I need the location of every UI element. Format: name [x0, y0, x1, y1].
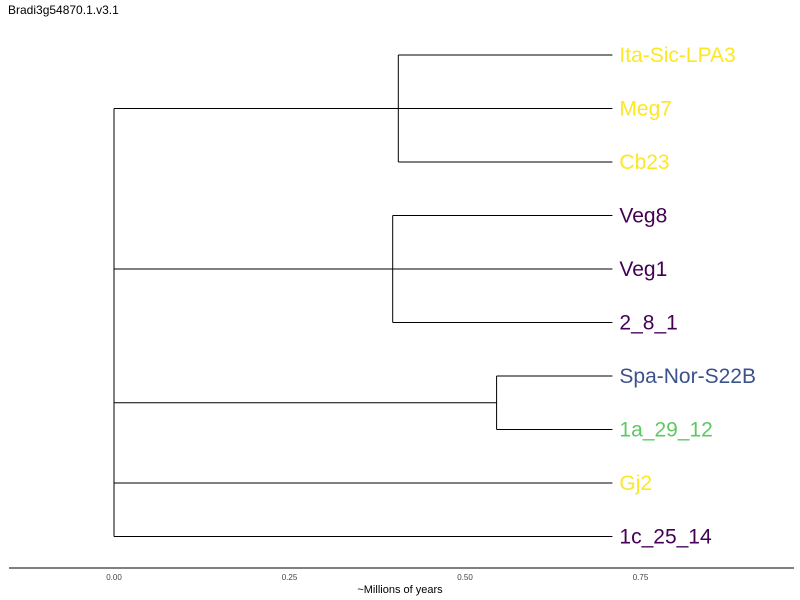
tip-label: Ita-Sic-LPA3: [619, 44, 735, 67]
tick-label: 0.50: [457, 573, 473, 582]
tick-label: 0.25: [282, 573, 298, 582]
tick-label: 0.00: [106, 573, 122, 582]
tip-labels: Ita-Sic-LPA3 Meg7 Cb23 Veg8 Veg1 2_8_1 Spa-Nor…: [619, 44, 756, 549]
tip-label: Gj2: [619, 472, 652, 495]
page-title: Bradi3g54870.1.v3.1: [8, 3, 119, 17]
tip-label: Cb23: [619, 151, 669, 174]
tip-label: 2_8_1: [619, 312, 677, 335]
tick-label: 0.75: [633, 573, 649, 582]
tip-label: Veg8: [619, 205, 667, 228]
tip-label: Veg1: [619, 258, 667, 281]
tip-label: 1c_25_14: [619, 526, 712, 549]
tree-branches: [113, 54, 613, 537]
tip-label: 1a_29_12: [619, 419, 712, 442]
axis-title: ~Millions of years: [357, 584, 443, 596]
tip-label: Spa-Nor-S22B: [619, 365, 756, 388]
x-axis: 0.00 0.25 0.50 0.75: [9, 567, 794, 582]
tip-label: Meg7: [619, 98, 672, 121]
